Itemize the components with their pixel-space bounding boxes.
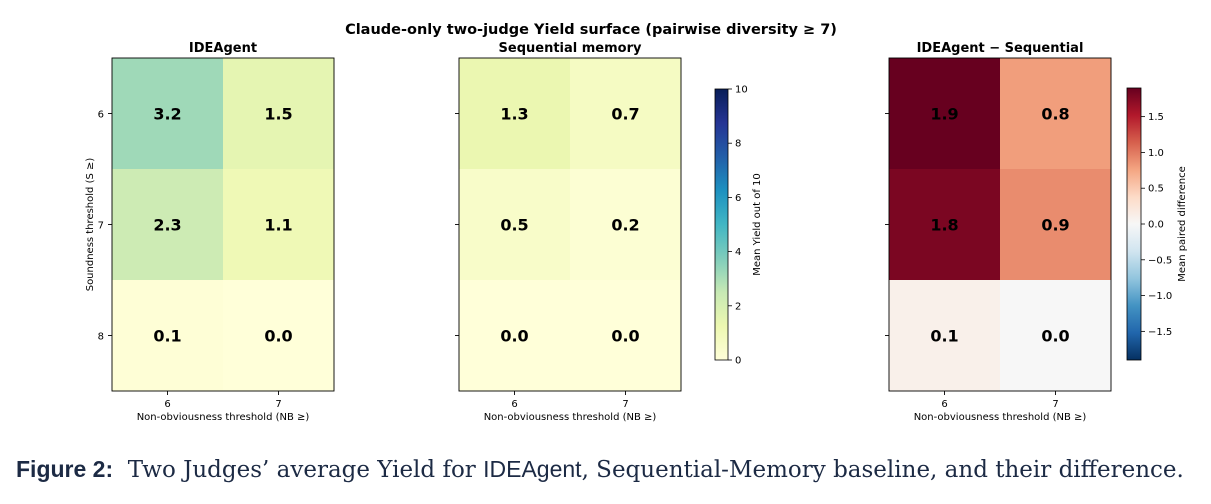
- colorbar-tick-label: 0.5: [1148, 184, 1164, 195]
- x-tick-label: 6: [941, 399, 947, 410]
- heatmap-cell: [459, 58, 571, 170]
- colorbar-tick-label: 1.0: [1148, 148, 1164, 159]
- heatmap-cell: [1000, 169, 1112, 281]
- heatmap-panel-2: Sequential memory 1.3 0.7 0.5 0.2 0.0 0.0 6 7 Non…: [455, 41, 682, 423]
- caption-text-2: , Sequential-Memory baseline, and their …: [581, 457, 1184, 483]
- figure-caption: Figure 2: Two Judges’ average Yield for …: [16, 456, 1206, 483]
- heatmap-cell: [1000, 280, 1112, 392]
- colorbar-tick-label: 2: [735, 301, 741, 312]
- x-axis-label: Non-obviousness threshold (NB ≥): [484, 412, 657, 423]
- caption-text-1: Two Judges’ average Yield for: [127, 457, 484, 483]
- cell-value-label: 0.1: [153, 327, 181, 346]
- cell-value-label: 0.9: [1041, 216, 1069, 235]
- heatmap-cell: [459, 280, 571, 392]
- cell-value-label: 0.0: [1041, 327, 1069, 346]
- y-tick-label: 6: [98, 110, 104, 121]
- panel-title: IDEAgent − Sequential: [917, 41, 1084, 56]
- cell-value-label: 0.0: [611, 327, 639, 346]
- cell-value-label: 0.1: [930, 327, 958, 346]
- x-tick-label: 6: [164, 399, 170, 410]
- heatmap-cell: [112, 169, 224, 281]
- colorbar-2: 1.5 1.0 0.5 0.0 −0.5 −1.0 −1.5 Mean paired diff…: [1126, 87, 1188, 361]
- y-axis-label: Soundness threshold (S ≥): [85, 158, 96, 292]
- heatmap-cell: [889, 169, 1001, 281]
- colorbar-tick-label: 0.0: [1148, 220, 1164, 231]
- y-tick-label: 8: [98, 332, 104, 343]
- heatmap-cell: [223, 280, 335, 392]
- colorbar-tick-label: −1.5: [1148, 327, 1172, 338]
- x-tick-label: 6: [511, 399, 517, 410]
- colorbar-1: 0 2 4 6 8 10 Mean Yield out of 10: [714, 85, 763, 367]
- cell-value-label: 1.1: [264, 216, 292, 235]
- heatmap-cell: [570, 169, 682, 281]
- cell-value-label: 3.2: [153, 105, 181, 124]
- caption-label: Figure 2:: [16, 456, 114, 482]
- x-axis-label: Non-obviousness threshold (NB ≥): [914, 412, 1087, 423]
- heatmap-cell: [889, 58, 1001, 170]
- chart-title: Claude-only two-judge Yield surface (pai…: [345, 22, 837, 38]
- colorbar-gradient: [1126, 87, 1142, 361]
- heatmap-cell: [112, 280, 224, 392]
- x-tick-label: 7: [622, 399, 628, 410]
- colorbar-tick-label: 10: [735, 85, 748, 96]
- colorbar-tick-label: 1.5: [1148, 112, 1164, 123]
- panel-title: Sequential memory: [499, 41, 642, 56]
- colorbar-tick-label: 4: [735, 247, 741, 258]
- heatmap-cell: [570, 280, 682, 392]
- y-tick-label: 7: [98, 221, 104, 232]
- cell-value-label: 1.5: [264, 105, 292, 124]
- cell-value-label: 0.7: [611, 105, 639, 124]
- cell-value-label: 1.3: [500, 105, 528, 124]
- heatmap-cell: [570, 58, 682, 170]
- cell-value-label: 0.0: [264, 327, 292, 346]
- heatmap-cell: [1000, 58, 1112, 170]
- cell-value-label: 0.2: [611, 216, 639, 235]
- heatmap-cell: [223, 58, 335, 170]
- heatmap-cell: [459, 169, 571, 281]
- x-tick-label: 7: [275, 399, 281, 410]
- colorbar-tick-label: 8: [735, 139, 741, 150]
- colorbar-gradient: [714, 88, 729, 361]
- colorbar-tick-label: 6: [735, 193, 741, 204]
- colorbar-tick-label: −1.0: [1148, 291, 1172, 302]
- cell-value-label: 0.8: [1041, 105, 1069, 124]
- x-tick-label: 7: [1052, 399, 1058, 410]
- cell-value-label: 0.0: [500, 327, 528, 346]
- colorbar-label: Mean Yield out of 10: [752, 173, 763, 276]
- heatmap-cell: [889, 280, 1001, 392]
- heatmap-panel-1: IDEAgent 3.2 1.5 2.3 1.1 0.1 0.0 6 7 8 6 7 Non-obvio…: [85, 41, 335, 423]
- x-axis-label: Non-obviousness threshold (NB ≥): [137, 412, 310, 423]
- cell-value-label: 1.9: [930, 105, 958, 124]
- heatmap-cell: [112, 58, 224, 170]
- heatmap-cell: [223, 169, 335, 281]
- panel-title: IDEAgent: [189, 41, 257, 56]
- colorbar-tick-label: −0.5: [1148, 255, 1172, 266]
- caption-system: IDEAgent: [483, 456, 582, 482]
- cell-value-label: 2.3: [153, 216, 181, 235]
- colorbar-tick-label: 0: [735, 356, 741, 367]
- cell-value-label: 0.5: [500, 216, 528, 235]
- heatmap-panel-3: IDEAgent − Sequential 1.9 0.8 1.8 0.9 0.1 0.0 6…: [885, 41, 1112, 423]
- cell-value-label: 1.8: [930, 216, 958, 235]
- colorbar-label: Mean paired difference: [1177, 166, 1188, 281]
